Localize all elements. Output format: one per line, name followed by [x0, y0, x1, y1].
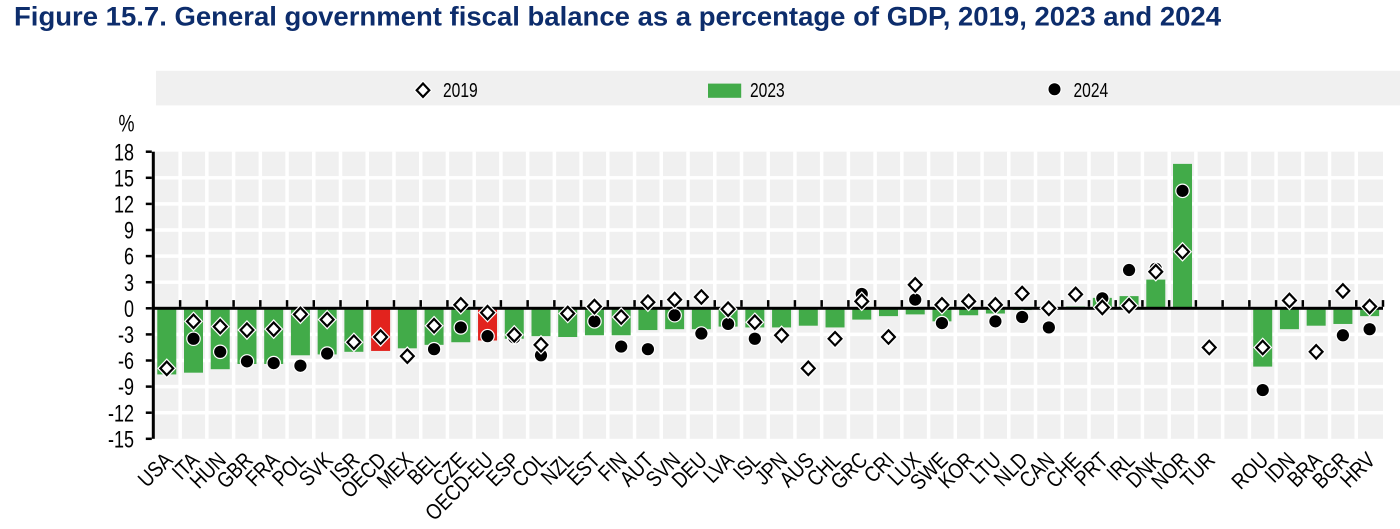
svg-text:12: 12	[114, 192, 134, 218]
svg-text:15: 15	[114, 166, 134, 192]
svg-text:-12: -12	[108, 401, 134, 427]
svg-text:2023: 2023	[750, 79, 785, 101]
svg-text:9: 9	[124, 218, 134, 244]
svg-text:18: 18	[114, 140, 134, 166]
svg-text:0: 0	[124, 297, 134, 323]
svg-text:-9: -9	[118, 375, 134, 401]
svg-text:2019: 2019	[443, 79, 478, 101]
svg-text:3: 3	[124, 270, 134, 296]
svg-text:-15: -15	[108, 427, 134, 453]
svg-text:6: 6	[124, 244, 134, 270]
svg-text:Figure 15.7. General governmen: Figure 15.7. General government fiscal b…	[14, 1, 1221, 31]
svg-text:%: %	[118, 111, 134, 137]
svg-text:-3: -3	[118, 323, 134, 349]
svg-text:-6: -6	[118, 349, 134, 375]
svg-text:2024: 2024	[1074, 79, 1109, 101]
